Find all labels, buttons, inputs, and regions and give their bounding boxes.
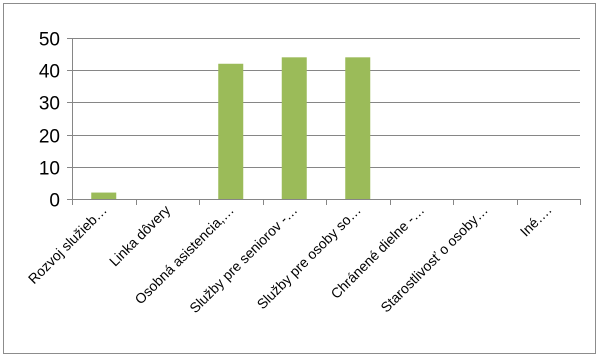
y-tick-label: 30 <box>39 94 60 115</box>
axes <box>67 38 581 205</box>
y-tick-label: 20 <box>39 127 60 148</box>
bar <box>91 192 117 199</box>
bars <box>91 57 371 200</box>
y-axis-ticks: 0 10 20 30 40 50 <box>39 30 60 212</box>
y-tick-label: 40 <box>39 62 60 83</box>
bar <box>218 63 244 200</box>
x-category-label: Služby pre seniorov -… <box>186 202 300 316</box>
y-tick-label: 50 <box>39 30 60 51</box>
x-category-label: Služby pre osoby so… <box>254 202 364 312</box>
bar <box>345 57 371 199</box>
y-tick-label: 0 <box>49 191 60 212</box>
gridlines <box>72 38 580 168</box>
x-category-label: Iné…. <box>517 202 555 240</box>
y-tick-label: 10 <box>39 159 60 180</box>
x-category-label: Starostlivosť o osoby… <box>377 202 491 316</box>
x-category-label: Linka dôvery <box>106 202 173 269</box>
bar <box>281 57 307 199</box>
x-category-label: Rozvoj služieb… <box>25 202 110 287</box>
